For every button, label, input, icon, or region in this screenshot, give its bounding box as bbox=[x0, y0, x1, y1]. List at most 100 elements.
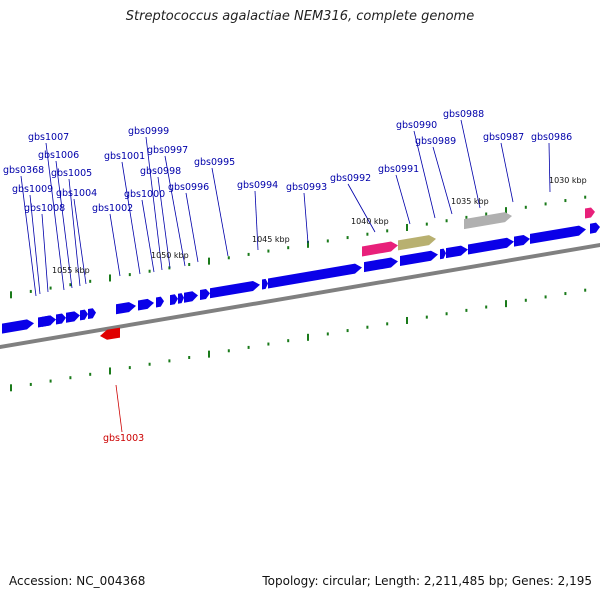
gene-arrow bbox=[362, 241, 398, 257]
gene-label: gbs1004 bbox=[56, 188, 97, 199]
leader-line bbox=[29, 194, 41, 295]
leader-line bbox=[73, 198, 87, 285]
gene-arrow bbox=[170, 294, 178, 306]
gene-label: gbs0986 bbox=[531, 132, 572, 143]
tick-mark bbox=[524, 298, 527, 302]
gene-label: gbs0999 bbox=[128, 126, 169, 137]
tick-mark bbox=[208, 257, 210, 265]
gene-arrow bbox=[268, 263, 362, 289]
leader-line bbox=[347, 183, 376, 233]
tick-mark bbox=[148, 362, 151, 366]
tick-mark bbox=[307, 333, 309, 341]
tick-mark bbox=[346, 329, 349, 333]
gene-arrow bbox=[468, 237, 514, 255]
tick-mark bbox=[386, 322, 389, 326]
gene-label: gbs0368 bbox=[3, 165, 44, 176]
leader-line bbox=[254, 190, 259, 251]
gene-arrow bbox=[530, 225, 586, 244]
leader-line bbox=[109, 213, 121, 277]
gene-arrow bbox=[2, 319, 34, 334]
tick-mark bbox=[49, 379, 52, 383]
tick-mark bbox=[128, 273, 131, 277]
tick-mark bbox=[584, 195, 587, 199]
tick-mark bbox=[10, 291, 12, 299]
gene-label: gbs0987 bbox=[483, 132, 524, 143]
tick-mark bbox=[406, 316, 408, 324]
tick-mark bbox=[287, 339, 290, 343]
gene-arrow bbox=[88, 308, 96, 320]
leader-line bbox=[157, 176, 171, 269]
leader-line bbox=[41, 213, 49, 293]
tick-mark bbox=[564, 292, 567, 296]
tick-mark bbox=[544, 202, 547, 206]
tick-mark bbox=[346, 236, 349, 240]
tick-mark bbox=[188, 356, 191, 360]
gene-arrow bbox=[56, 313, 66, 325]
tick-mark bbox=[69, 376, 72, 380]
gene-label-group: gbs0986 gbs0987 gbs0988 gbs0989 gbs0990 gbs09… bbox=[3, 109, 572, 444]
leader-line bbox=[145, 136, 163, 271]
tick-mark bbox=[584, 288, 587, 292]
gene-label: gbs1008 bbox=[24, 203, 65, 214]
kbp-label: 1055 kbp bbox=[52, 266, 90, 275]
gene-label: gbs0995 bbox=[194, 157, 235, 168]
gene-arrow bbox=[262, 278, 268, 290]
tick-mark bbox=[247, 345, 250, 349]
tick-mark bbox=[168, 359, 171, 363]
tick-mark bbox=[267, 249, 270, 253]
leader-line bbox=[45, 142, 65, 291]
leader-line bbox=[432, 146, 453, 215]
gene-label: gbs0989 bbox=[415, 136, 456, 147]
tick-mark bbox=[49, 286, 52, 290]
gene-arrow bbox=[464, 212, 512, 230]
leader-line bbox=[395, 174, 411, 225]
upper-tick-row bbox=[10, 195, 587, 299]
gene-arrow bbox=[80, 309, 88, 321]
tick-mark bbox=[307, 240, 309, 248]
kbp-label: 1035 kbp bbox=[451, 197, 489, 206]
tick-mark bbox=[89, 372, 92, 376]
tick-mark bbox=[69, 283, 72, 287]
leader-line bbox=[211, 167, 229, 257]
gene-label: gbs1009 bbox=[12, 184, 53, 195]
gene-label: gbs1007 bbox=[28, 132, 69, 143]
tick-mark bbox=[188, 263, 191, 267]
tick-mark bbox=[485, 305, 488, 309]
gene-arrow bbox=[440, 248, 446, 260]
leader-line bbox=[500, 142, 514, 203]
leader-line bbox=[115, 384, 123, 433]
tick-mark bbox=[524, 205, 527, 209]
backbone-line bbox=[0, 243, 600, 349]
gene-label: gbs0996 bbox=[168, 182, 209, 193]
tick-mark bbox=[29, 289, 32, 293]
gene-label: gbs1002 bbox=[92, 203, 133, 214]
leader-line bbox=[55, 160, 73, 289]
leader-line bbox=[20, 175, 37, 297]
genome-title: Streptococcus agalactiae NEM316, complet… bbox=[125, 9, 475, 24]
gene-label: gbs0988 bbox=[443, 109, 484, 120]
leader-line bbox=[185, 192, 199, 263]
tick-mark bbox=[465, 308, 468, 312]
accession-label: Accession: NC_004368 bbox=[9, 574, 146, 588]
gene-label: gbs0998 bbox=[140, 166, 181, 177]
tick-mark bbox=[89, 279, 92, 283]
kbp-label: 1050 kbp bbox=[151, 251, 189, 260]
leader-line bbox=[141, 199, 155, 273]
gene-arrow bbox=[446, 245, 468, 259]
genome-summary: Topology: circular; Length: 2,211,485 bp… bbox=[262, 574, 592, 588]
tick-mark bbox=[386, 229, 389, 233]
gene-label: gbs0997 bbox=[147, 145, 188, 156]
lower-tick-row bbox=[10, 288, 587, 392]
genome-backbone bbox=[0, 243, 600, 349]
label-leader-lines bbox=[20, 119, 551, 433]
gene-arrow bbox=[585, 207, 595, 219]
tick-mark bbox=[425, 315, 428, 319]
gene-label: gbs1006 bbox=[38, 150, 79, 161]
tick-mark bbox=[445, 219, 448, 223]
gene-arrow bbox=[200, 288, 210, 300]
tick-mark bbox=[465, 215, 468, 219]
tick-mark bbox=[109, 274, 111, 282]
gene-arrow bbox=[514, 234, 530, 247]
leader-line bbox=[68, 178, 81, 287]
